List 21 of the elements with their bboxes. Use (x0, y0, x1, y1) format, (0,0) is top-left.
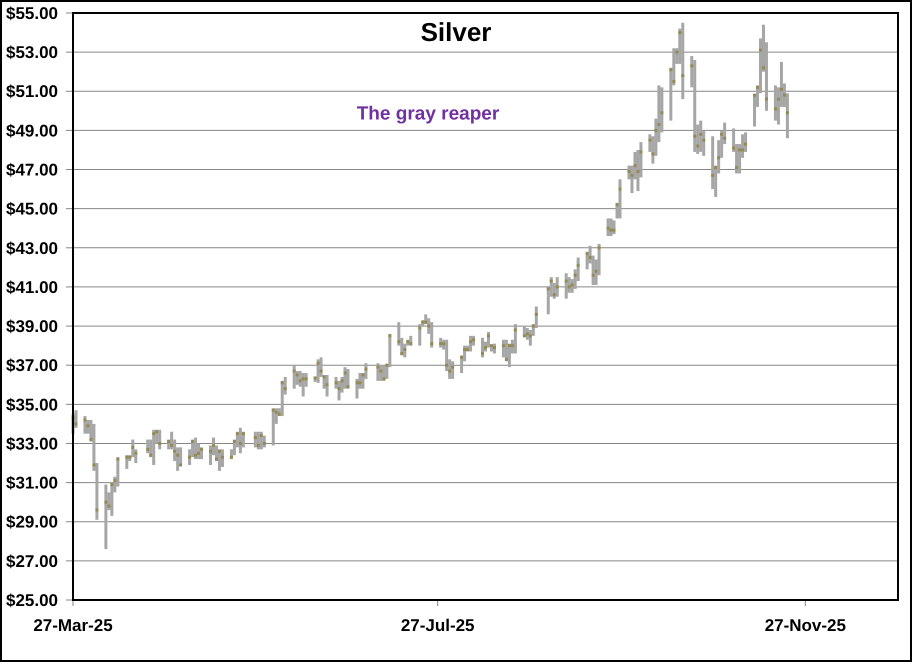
x-tick-label: 27-Nov-25 (764, 616, 846, 635)
y-tick-label: $53.00 (6, 43, 58, 62)
x-tick-label: 27-Jul-25 (400, 616, 475, 635)
y-tick-label: $35.00 (6, 395, 58, 414)
y-tick-label: $51.00 (6, 82, 58, 102)
y-tick-label: $41.00 (6, 278, 58, 297)
y-tick-label: $43.00 (6, 238, 58, 258)
y-tick-label: $31.00 (6, 474, 58, 493)
y-tick-label: $49.00 (6, 121, 58, 140)
y-tick-label: $55.00 (6, 4, 58, 23)
chart-title: Silver (420, 17, 492, 48)
y-tick-label: $33.00 (6, 434, 58, 454)
y-tick-label: $27.00 (6, 552, 58, 571)
y-tick-label: $47.00 (6, 160, 58, 180)
y-tick-label: $37.00 (6, 356, 58, 376)
y-tick-label: $29.00 (6, 512, 58, 532)
y-tick-label: $45.00 (6, 200, 58, 219)
y-tick-label: $39.00 (6, 317, 58, 336)
y-tick-label: $25.00 (6, 590, 58, 610)
x-tick-label: 27-Mar-25 (33, 616, 113, 635)
annotation: The gray reaper (356, 104, 500, 125)
